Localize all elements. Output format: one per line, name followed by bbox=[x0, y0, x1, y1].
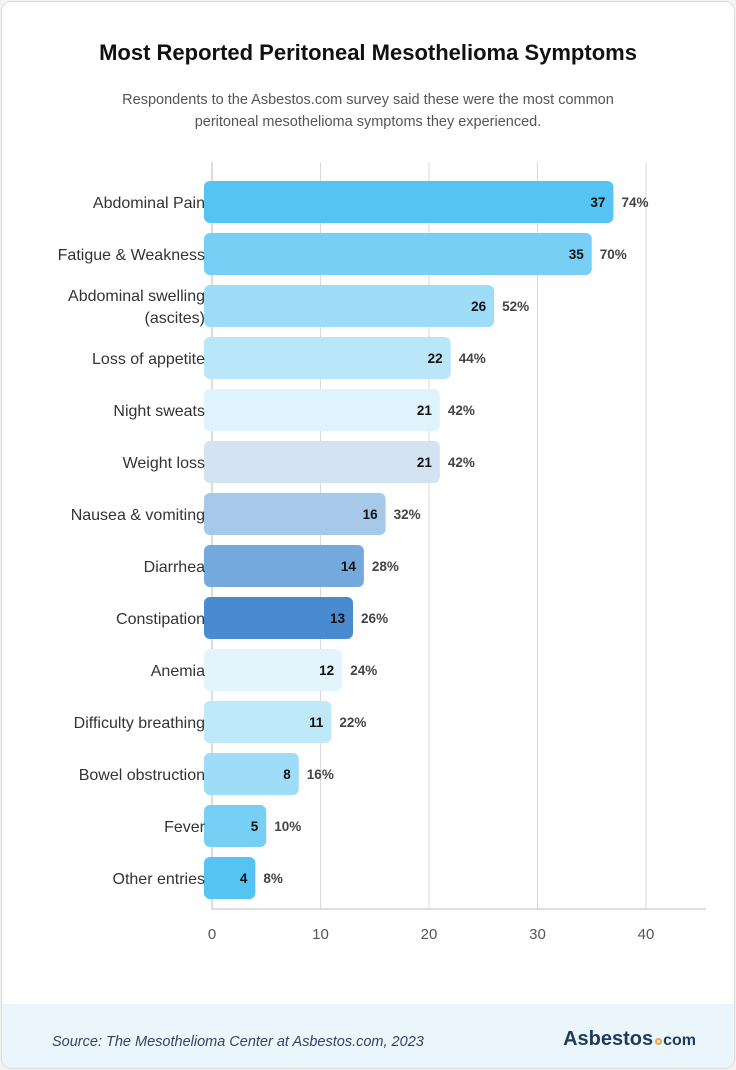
x-tick-label: 0 bbox=[208, 926, 216, 943]
bar-value-label: 26 bbox=[471, 299, 487, 314]
category-label: Difficulty breathing bbox=[74, 715, 205, 732]
bar-value-label: 4 bbox=[240, 871, 248, 886]
category-label: Fatigue & Weakness bbox=[58, 247, 205, 264]
bar-percent-label: 26% bbox=[361, 611, 388, 626]
bar bbox=[204, 285, 495, 327]
bar-percent-label: 74% bbox=[621, 195, 648, 210]
category-label: Constipation bbox=[116, 611, 205, 628]
category-label: Abdominal Pain bbox=[93, 195, 205, 212]
bar-value-label: 37 bbox=[590, 195, 605, 210]
category-label: Anemia bbox=[151, 663, 205, 680]
bar-percent-label: 8% bbox=[263, 871, 283, 886]
bar-percent-label: 10% bbox=[274, 819, 301, 834]
bar-percent-label: 42% bbox=[448, 455, 475, 470]
bar bbox=[204, 597, 354, 639]
category-label: Weight loss bbox=[123, 455, 205, 472]
asbestos-logo[interactable]: Asbestos com bbox=[563, 1028, 696, 1051]
bar-value-label: 21 bbox=[417, 455, 433, 470]
bar-chart: 0 10 20 30 40 37 74% Abdominal Pain 35 70% Fatigue… bbox=[58, 162, 706, 943]
bar bbox=[204, 857, 256, 899]
bar bbox=[204, 233, 592, 275]
chart-title: Most Reported Peritoneal Mesothelioma Sy… bbox=[99, 40, 637, 65]
bar bbox=[204, 493, 386, 535]
category-label: Nausea & vomiting bbox=[71, 507, 205, 524]
bar bbox=[204, 701, 332, 743]
bar bbox=[204, 441, 440, 483]
category-label: Loss of appetite bbox=[92, 351, 205, 368]
logo-text: Asbestos bbox=[563, 1028, 654, 1050]
bar bbox=[204, 753, 299, 795]
category-label: Other entries bbox=[113, 871, 205, 888]
chart-subtitle: Respondents to the Asbestos.com survey s… bbox=[122, 92, 614, 130]
category-label: Night sweats bbox=[113, 403, 205, 420]
bar-value-label: 13 bbox=[330, 611, 346, 626]
footer: Source: The Mesothelioma Center at Asbes… bbox=[2, 1004, 734, 1068]
bar bbox=[204, 389, 440, 431]
bar-value-label: 11 bbox=[309, 715, 324, 730]
bar-percent-label: 24% bbox=[350, 663, 377, 678]
logo-dot-icon bbox=[655, 1038, 663, 1045]
bar-value-label: 22 bbox=[428, 351, 443, 366]
bar-percent-label: 28% bbox=[372, 559, 399, 574]
x-tick-label: 10 bbox=[312, 926, 329, 943]
bar-percent-label: 16% bbox=[307, 767, 334, 782]
x-tick-label: 40 bbox=[638, 926, 655, 943]
bar-value-label: 8 bbox=[283, 767, 291, 782]
logo-suffix: com bbox=[663, 1032, 696, 1049]
x-tick-label: 30 bbox=[529, 926, 546, 943]
bar bbox=[204, 545, 364, 587]
category-label: Abdominal swelling bbox=[68, 288, 205, 305]
bar-value-label: 12 bbox=[319, 663, 334, 678]
category-label: Fever bbox=[164, 819, 206, 836]
bar-value-label: 35 bbox=[569, 247, 585, 262]
x-tick-label: 20 bbox=[421, 926, 438, 943]
bar-percent-label: 22% bbox=[339, 715, 366, 730]
bar bbox=[204, 649, 343, 691]
category-label: Diarrhea bbox=[144, 559, 205, 576]
bar bbox=[204, 337, 451, 379]
category-label: (ascites) bbox=[145, 310, 205, 327]
bar-value-label: 14 bbox=[341, 559, 357, 574]
bar bbox=[204, 181, 614, 223]
bar-value-label: 16 bbox=[363, 507, 379, 522]
bar-percent-label: 70% bbox=[600, 247, 627, 262]
bar-percent-label: 32% bbox=[394, 507, 421, 522]
bar-percent-label: 52% bbox=[502, 299, 529, 314]
source-note: Source: The Mesothelioma Center at Asbes… bbox=[52, 1034, 424, 1050]
bar-percent-label: 44% bbox=[459, 351, 486, 366]
bar-value-label: 21 bbox=[417, 403, 433, 418]
bar-percent-label: 42% bbox=[448, 403, 475, 418]
bar bbox=[204, 805, 267, 847]
category-label: Bowel obstruction bbox=[79, 767, 205, 784]
bar-value-label: 5 bbox=[251, 819, 259, 834]
